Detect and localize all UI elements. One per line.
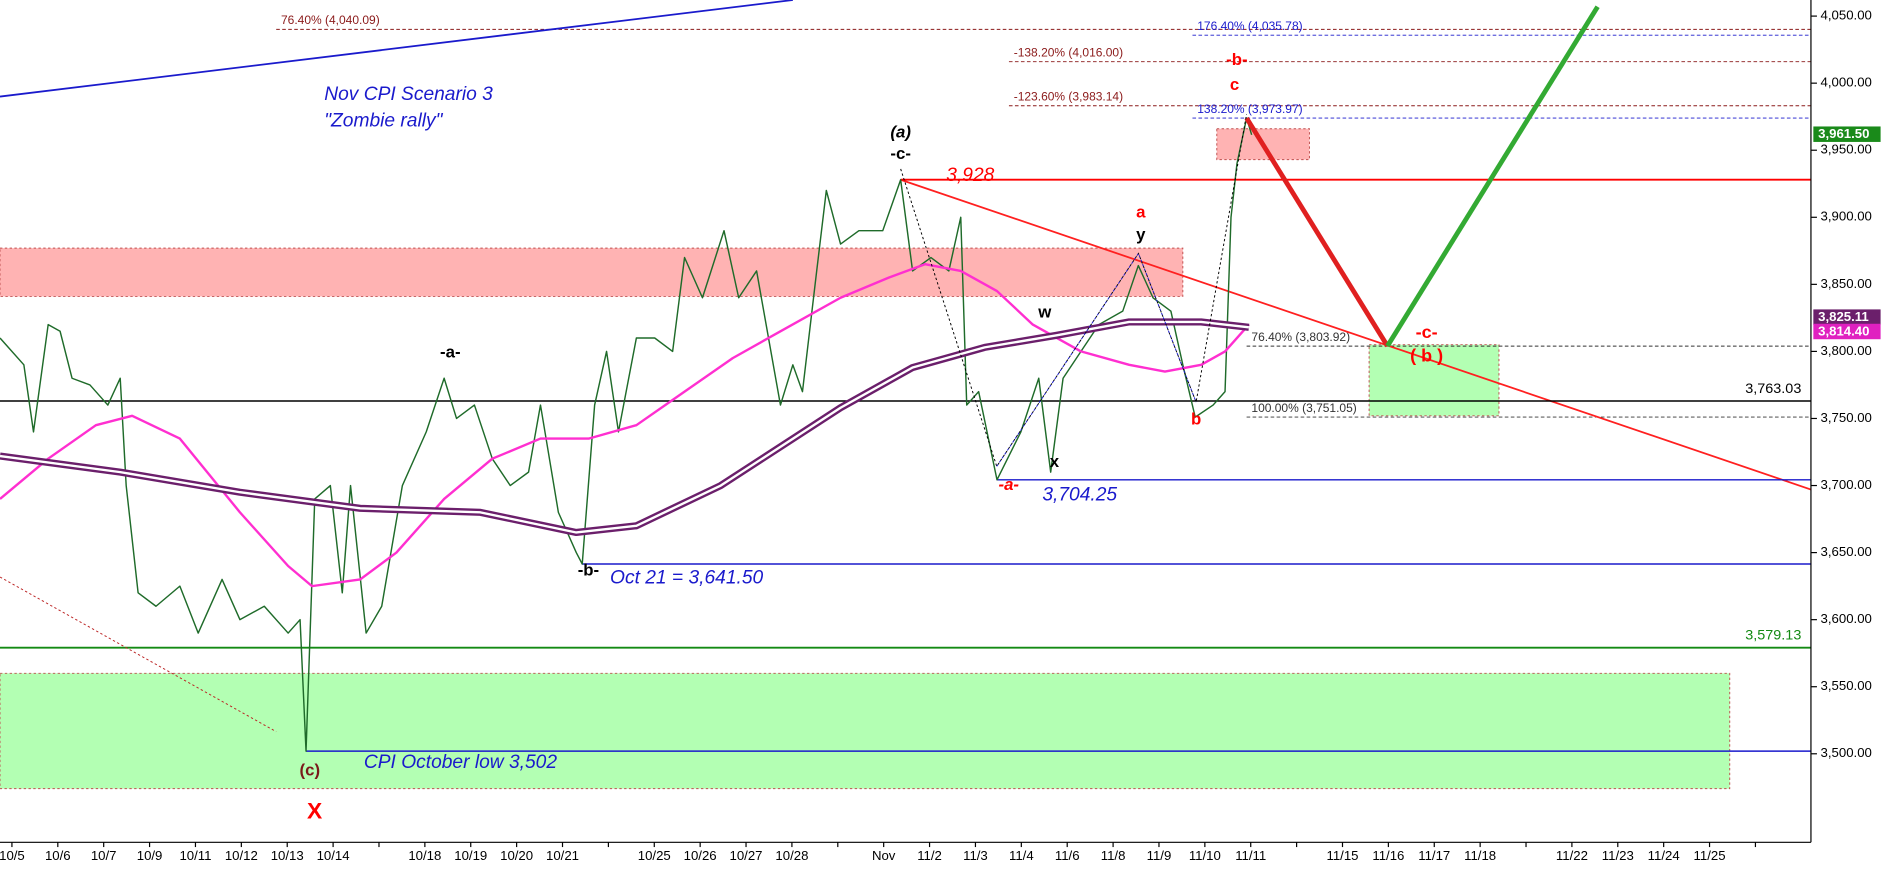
level-label: 3,704.25 <box>1042 484 1117 505</box>
x-tick-label: 11/4 <box>1009 848 1034 863</box>
x-tick-label: 11/15 <box>1326 848 1358 863</box>
wave-label: -b- <box>1226 50 1247 69</box>
zone <box>0 247 1184 297</box>
y-tick-label: 3,950.00 <box>1821 142 1872 157</box>
x-tick-label: Nov <box>872 848 896 863</box>
price-tag <box>1813 126 1881 142</box>
x-tick-label: 10/9 <box>137 848 163 863</box>
fib-label: -138.20% (4,016.00) <box>1014 46 1123 60</box>
x-tick-label: 10/11 <box>179 848 211 863</box>
x-tick-label: 10/6 <box>45 848 71 863</box>
price-tag <box>1813 323 1881 340</box>
y-tick-label: 3,550.00 <box>1821 678 1872 693</box>
x-tick-label: 10/14 <box>317 848 350 863</box>
wave-label: (c) <box>300 760 321 779</box>
wave-label: w <box>1037 302 1052 321</box>
x-tick-label: 11/8 <box>1101 848 1126 863</box>
x-tick-label: 11/6 <box>1055 848 1080 863</box>
x-tick-label: 10/12 <box>225 848 258 863</box>
wave-label: ( b ) <box>1410 346 1443 366</box>
trendline <box>0 0 793 98</box>
wave-label: X <box>307 798 322 824</box>
y-tick-label: 4,000.00 <box>1821 75 1872 90</box>
price-tag-label: 3,825.11 <box>1818 309 1869 324</box>
wave-label: (a) <box>890 123 911 142</box>
wave-label: -b- <box>578 561 599 580</box>
y-tick-label: 3,500.00 <box>1821 745 1872 760</box>
x-tick-label: 10/20 <box>500 848 533 863</box>
y-tick-label: 3,750.00 <box>1821 410 1872 425</box>
y-tick-label: 3,600.00 <box>1821 611 1872 626</box>
x-tick-label: 10/27 <box>730 848 763 863</box>
projection <box>1385 5 1600 348</box>
x-tick-label: 10/26 <box>684 848 717 863</box>
fib-label: 138.20% (3,973.97) <box>1197 102 1302 116</box>
level-label: 3,928 <box>946 165 994 186</box>
price-tag-label: 3,814.40 <box>1818 324 1869 339</box>
projection <box>1244 116 1390 348</box>
fib-label: 76.40% (4,040.09) <box>281 13 380 27</box>
x-tick-label: 10/5 <box>0 848 25 863</box>
y-tick-label: 3,850.00 <box>1821 276 1872 291</box>
fib-label: 176.40% (4,035.78) <box>1197 19 1302 33</box>
level-label: 3,579.13 <box>1745 628 1801 644</box>
x-tick-label: 11/17 <box>1418 848 1450 863</box>
wave-label: c <box>1230 75 1239 94</box>
y-tick-label: 3,700.00 <box>1821 477 1872 492</box>
chart-subtitle: "Zombie rally" <box>324 110 443 131</box>
x-tick-label: 10/13 <box>271 848 304 863</box>
wave-label: a <box>1136 202 1146 221</box>
price-line <box>0 117 1253 752</box>
x-tick-label: 10/19 <box>454 848 487 863</box>
x-tick-label: 11/10 <box>1189 848 1221 863</box>
trend-dotted <box>0 576 277 733</box>
y-tick-label: 3,800.00 <box>1821 343 1872 358</box>
wave-label: -c- <box>1416 322 1438 342</box>
x-tick-label: 10/7 <box>91 848 117 863</box>
x-tick-label: 10/18 <box>408 848 441 863</box>
chart-title: Nov CPI Scenario 3 <box>324 84 493 105</box>
x-tick-label: 11/9 <box>1147 848 1172 863</box>
x-tick-label: 11/3 <box>963 848 988 863</box>
x-tick-label: 11/18 <box>1464 848 1496 863</box>
x-tick-label: 11/2 <box>917 848 942 863</box>
fib-label: 76.40% (3,803.92) <box>1251 330 1350 344</box>
x-tick-label: 11/24 <box>1648 848 1680 863</box>
price-tag <box>1813 309 1881 325</box>
x-tick-label: 11/22 <box>1556 848 1588 863</box>
ma-band-inner <box>0 320 1250 534</box>
y-tick-label: 4,050.00 <box>1821 8 1872 23</box>
wave-connector <box>900 114 1248 468</box>
wave-label: y <box>1136 225 1146 244</box>
price-tag-label: 3,961.50 <box>1818 126 1869 141</box>
x-tick-label: 11/25 <box>1694 848 1726 863</box>
wave-label: -c- <box>890 144 911 163</box>
x-tick-label: 10/25 <box>638 848 671 863</box>
trendline <box>900 178 1812 491</box>
x-tick-label: 10/28 <box>775 848 808 863</box>
zone <box>0 672 1731 790</box>
level-label: Oct 21 = 3,641.50 <box>610 567 764 588</box>
x-tick-label: 11/23 <box>1602 848 1634 863</box>
level-label: 3,763.03 <box>1745 381 1801 397</box>
level-label: CPI October low 3,502 <box>364 752 558 773</box>
x-tick-label: 11/11 <box>1235 848 1266 863</box>
wave-label: -a- <box>998 475 1019 494</box>
fib-label: -123.60% (3,983.14) <box>1014 90 1123 104</box>
x-tick-label: 11/16 <box>1372 848 1404 863</box>
y-tick-label: 3,650.00 <box>1821 544 1872 559</box>
wave-label: x <box>1050 452 1060 471</box>
wave-label: -a- <box>440 343 461 362</box>
wave-label: b <box>1191 409 1201 428</box>
y-tick-label: 3,900.00 <box>1821 209 1872 224</box>
x-tick-label: 10/21 <box>546 848 579 863</box>
moving-average <box>0 263 1250 588</box>
fib-label: 100.00% (3,751.05) <box>1251 401 1356 415</box>
zone <box>1368 344 1500 417</box>
